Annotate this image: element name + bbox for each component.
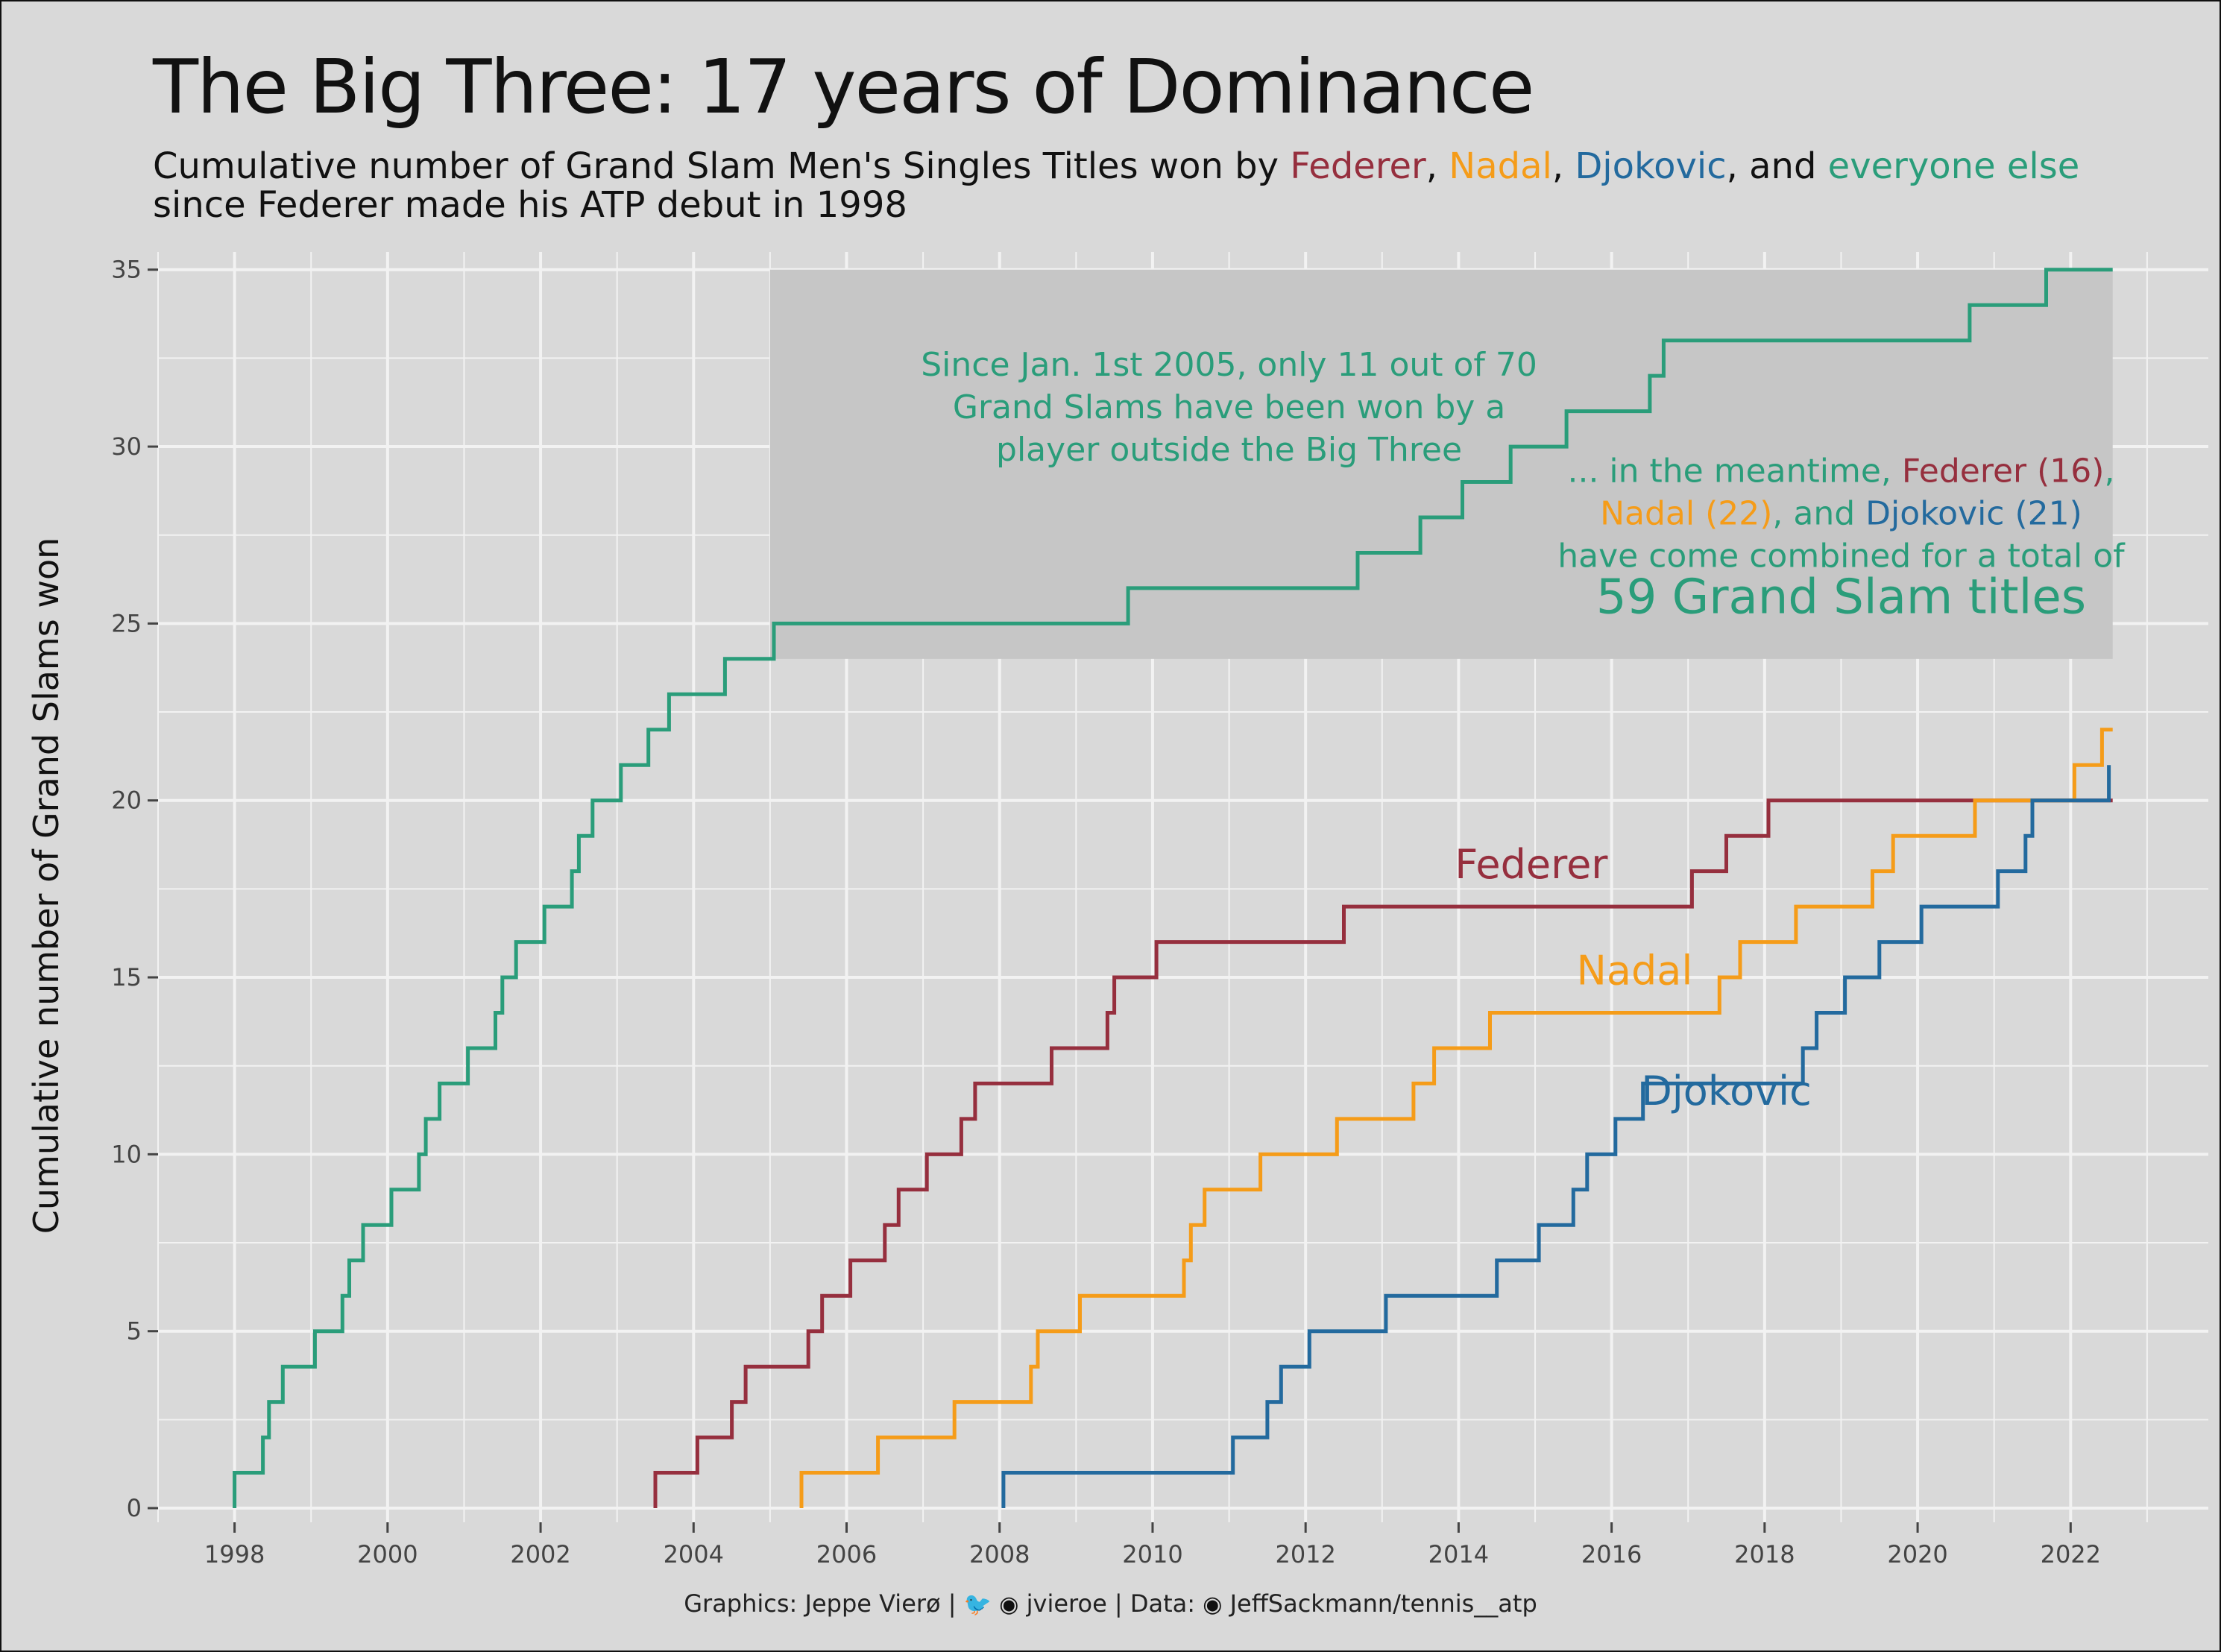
highlight-box — [769, 269, 2113, 659]
subtitle-line-1: Cumulative number of Grand Slam Men's Si… — [153, 147, 2079, 186]
annotation-1-line-2: Grand Slams have been won by a — [953, 388, 1505, 426]
x-tick-label: 2012 — [1275, 1540, 1335, 1569]
y-tick-label: 25 — [111, 609, 142, 637]
annotation-segment: , and — [1772, 495, 1865, 533]
axes: 1998 2000 2002 2004 2006 2008 2010 2012 2014 2016… — [111, 256, 2101, 1569]
annotations: Since Jan. 1st 2005, only 11 out of 70 Gr… — [921, 346, 2126, 625]
annotation-segment: , — [2104, 453, 2114, 491]
x-tick-label: 2008 — [969, 1540, 1030, 1569]
chart-title: The Big Three: 17 years of Dominance — [153, 43, 1534, 130]
subtitle-prefix: Cumulative number of Grand Slam Men's Si… — [153, 145, 1291, 187]
github-icon[interactable]: ◉ — [999, 1592, 1019, 1618]
annotation-segment: 59 Grand Slam titles — [1596, 570, 2086, 625]
annotation-2-line-1: ... in the meantime, Federer (16), — [1567, 453, 2114, 491]
annotation-1-line-3: player outside the Big Three — [996, 431, 1462, 469]
x-tick-label: 2018 — [1734, 1540, 1795, 1569]
chart-subtitle: Cumulative number of Grand Slam Men's Si… — [153, 147, 2079, 224]
caption: Graphics: Jeppe Vierø | 🐦 ◉ jvieroe | Da… — [0, 1589, 2221, 1618]
series-line-nadal — [799, 728, 2113, 1508]
github-icon[interactable]: ◉ — [1203, 1592, 1223, 1618]
series-labels: Federer Nadal Djokovic — [1455, 841, 1812, 1115]
x-tick-label: 1998 — [204, 1540, 265, 1569]
series-label-federer: Federer — [1455, 841, 1608, 888]
series-label-nadal: Nadal — [1576, 948, 1692, 994]
subtitle-djokovic: Djokovic — [1575, 145, 1727, 187]
annotation-segment: Djokovic (21) — [1865, 495, 2082, 533]
y-tick-label: 5 — [127, 1317, 142, 1346]
y-tick-label: 35 — [111, 256, 142, 284]
series-line-everyone-else — [233, 268, 2113, 1508]
annotation-segment: player outside the Big Three — [996, 431, 1462, 469]
x-tick-label: 2002 — [510, 1540, 570, 1569]
twitter-icon[interactable]: 🐦 — [963, 1592, 992, 1618]
annotation-segment: Federer (16) — [1902, 453, 2105, 491]
caption-handle: jvieroe | Data: — [1018, 1589, 1203, 1618]
x-tick-label: 2014 — [1428, 1540, 1489, 1569]
annotation-2-line-4: 59 Grand Slam titles — [1596, 570, 2086, 625]
annotation-segment: ... in the meantime, — [1567, 453, 1901, 491]
subtitle-nadal: Nadal — [1449, 145, 1552, 187]
y-tick-label: 0 — [127, 1494, 142, 1522]
subtitle-sep-2: , — [1551, 145, 1575, 187]
subtitle-sep-1: , — [1425, 145, 1449, 187]
highlight-box-layer — [769, 269, 2113, 659]
series-line-djokovic — [1001, 765, 2111, 1508]
y-tick-label: 30 — [111, 432, 142, 461]
caption-repo: JeffSackmann/tennis__atp — [1222, 1589, 1537, 1618]
subtitle-federer: Federer — [1290, 145, 1426, 187]
x-tick-label: 2010 — [1122, 1540, 1182, 1569]
annotation-2-line-3: have come combined for a total of — [1557, 537, 2126, 576]
x-tick-label: 2004 — [664, 1540, 724, 1569]
annotation-segment: Grand Slams have been won by a — [953, 388, 1505, 426]
caption-graphics: Graphics: Jeppe Vierø | — [684, 1589, 964, 1618]
annotation-2-line-2: Nadal (22), and Djokovic (21) — [1600, 495, 2082, 533]
x-tick-label: 2020 — [1887, 1540, 1947, 1569]
y-tick-label: 20 — [111, 786, 142, 815]
series-line-federer — [653, 798, 2113, 1508]
y-tick-label: 15 — [111, 963, 142, 991]
annotation-segment: have come combined for a total of — [1557, 537, 2126, 576]
y-tick-label: 10 — [111, 1140, 142, 1168]
series-label-djokovic: Djokovic — [1641, 1068, 1812, 1115]
x-tick-label: 2016 — [1581, 1540, 1642, 1569]
x-tick-label: 2000 — [357, 1540, 418, 1569]
annotation-1-line-1: Since Jan. 1st 2005, only 11 out of 70 — [921, 346, 1537, 384]
annotation-segment: Since Jan. 1st 2005, only 11 out of 70 — [921, 346, 1537, 384]
series-lines — [233, 268, 2113, 1508]
x-tick-label: 2006 — [816, 1540, 877, 1569]
subtitle-everyone-else: everyone else — [1827, 145, 2080, 187]
subtitle-line-2: since Federer made his ATP debut in 1998 — [153, 184, 907, 226]
subtitle-sep-3: , and — [1726, 145, 1828, 187]
x-tick-label: 2022 — [2041, 1540, 2101, 1569]
y-axis-label: Cumulative number of Grand Slams won — [26, 537, 66, 1235]
annotation-segment: Nadal (22) — [1600, 495, 1772, 533]
